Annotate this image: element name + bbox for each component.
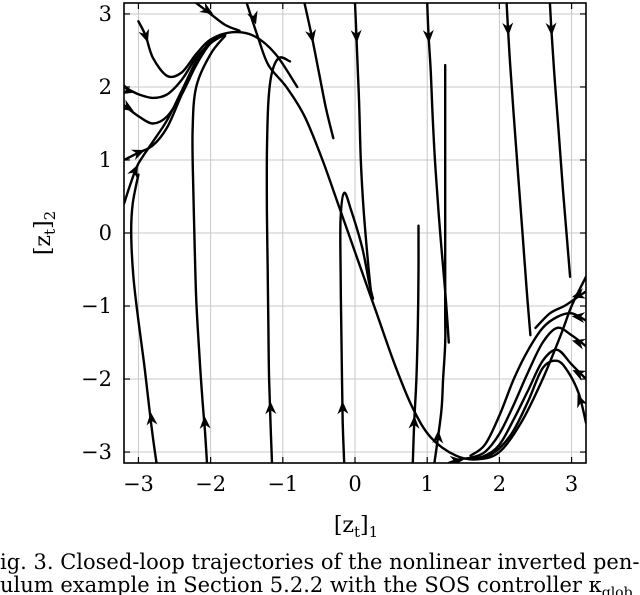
trajectory-arrow: [124, 99, 134, 112]
trajectory-arrow: [199, 415, 211, 429]
trajectory-line: [303, 3, 335, 140]
y-tick-label: −1: [81, 294, 112, 318]
caption-subscript: glob: [602, 585, 633, 595]
trajectory-arrow: [265, 401, 277, 415]
trajectory-line: [129, 173, 158, 463]
trajectory-line: [124, 33, 227, 205]
trajectory-arrow: [305, 29, 316, 43]
trajectory-arrow: [545, 22, 557, 36]
x-tick-label: −3: [123, 472, 154, 496]
trajectory-line: [137, 20, 299, 89]
caption-line-1: ig. 3. Closed-loop trajectories of the n…: [0, 550, 639, 574]
y-tick-label: −2: [81, 367, 112, 391]
y-tick-label: 3: [99, 2, 112, 26]
trajectory-line: [548, 3, 572, 278]
y-axis-label: [zt]2: [31, 211, 59, 255]
trajectory-line: [411, 224, 420, 463]
x-axis-label: [zt]1: [334, 513, 378, 541]
caption-line-2-text: ulum example in Section 5.2.2 with the S…: [0, 573, 602, 595]
x-tick-label: 3: [565, 472, 578, 496]
trajectory-arrow: [571, 338, 586, 350]
axis-ticks: −3 −2 −1 0 1 2 3 −3 −2 −1 0 1 2 3: [81, 2, 586, 496]
trajectory-line: [483, 359, 586, 460]
trajectory-line: [265, 56, 292, 463]
trajectory-line: [469, 326, 586, 460]
trajectories: [124, 3, 586, 463]
trajectory-arrow: [138, 28, 150, 43]
x-tick-label: 2: [493, 472, 506, 496]
trajectory-arrow: [432, 430, 444, 444]
trajectory-arrow: [502, 22, 514, 36]
x-tick-label: −1: [267, 472, 298, 496]
trajectory-arrow: [246, 10, 258, 25]
trajectory-arrow: [572, 369, 586, 381]
trajectory-line: [245, 3, 586, 461]
trajectory-line: [469, 348, 586, 461]
trajectory-arrow: [127, 164, 139, 179]
trajectory-line: [191, 34, 227, 463]
y-tick-label: 1: [99, 148, 112, 172]
trajectory-arrow: [124, 84, 135, 94]
trajectory-arrow: [350, 29, 362, 43]
trajectory-line: [339, 191, 375, 463]
trajectory-arrow: [571, 312, 586, 324]
trajectory-line: [469, 311, 586, 457]
trajectory-line: [195, 3, 241, 32]
trajectory-arrow: [577, 394, 586, 409]
trajectory-arrow: [199, 3, 214, 14]
trajectory-arrow: [130, 149, 146, 160]
trajectory-arrow: [449, 455, 464, 463]
x-tick-label: 0: [348, 472, 361, 496]
trajectory-line: [505, 3, 532, 337]
y-tick-label: 0: [99, 221, 112, 245]
y-tick-label: 2: [99, 75, 112, 99]
trajectory-arrow: [408, 415, 420, 429]
trajectory-arrow: [422, 29, 434, 43]
trajectory-arrow: [571, 288, 586, 299]
caption-line-2: ulum example in Section 5.2.2 with the S…: [0, 573, 633, 595]
x-tick-label: 1: [421, 472, 434, 496]
y-tick-label: −3: [81, 440, 112, 464]
x-tick-label: −2: [195, 472, 226, 496]
trajectory-arrow: [146, 412, 158, 426]
trajectory-arrow: [337, 401, 349, 415]
